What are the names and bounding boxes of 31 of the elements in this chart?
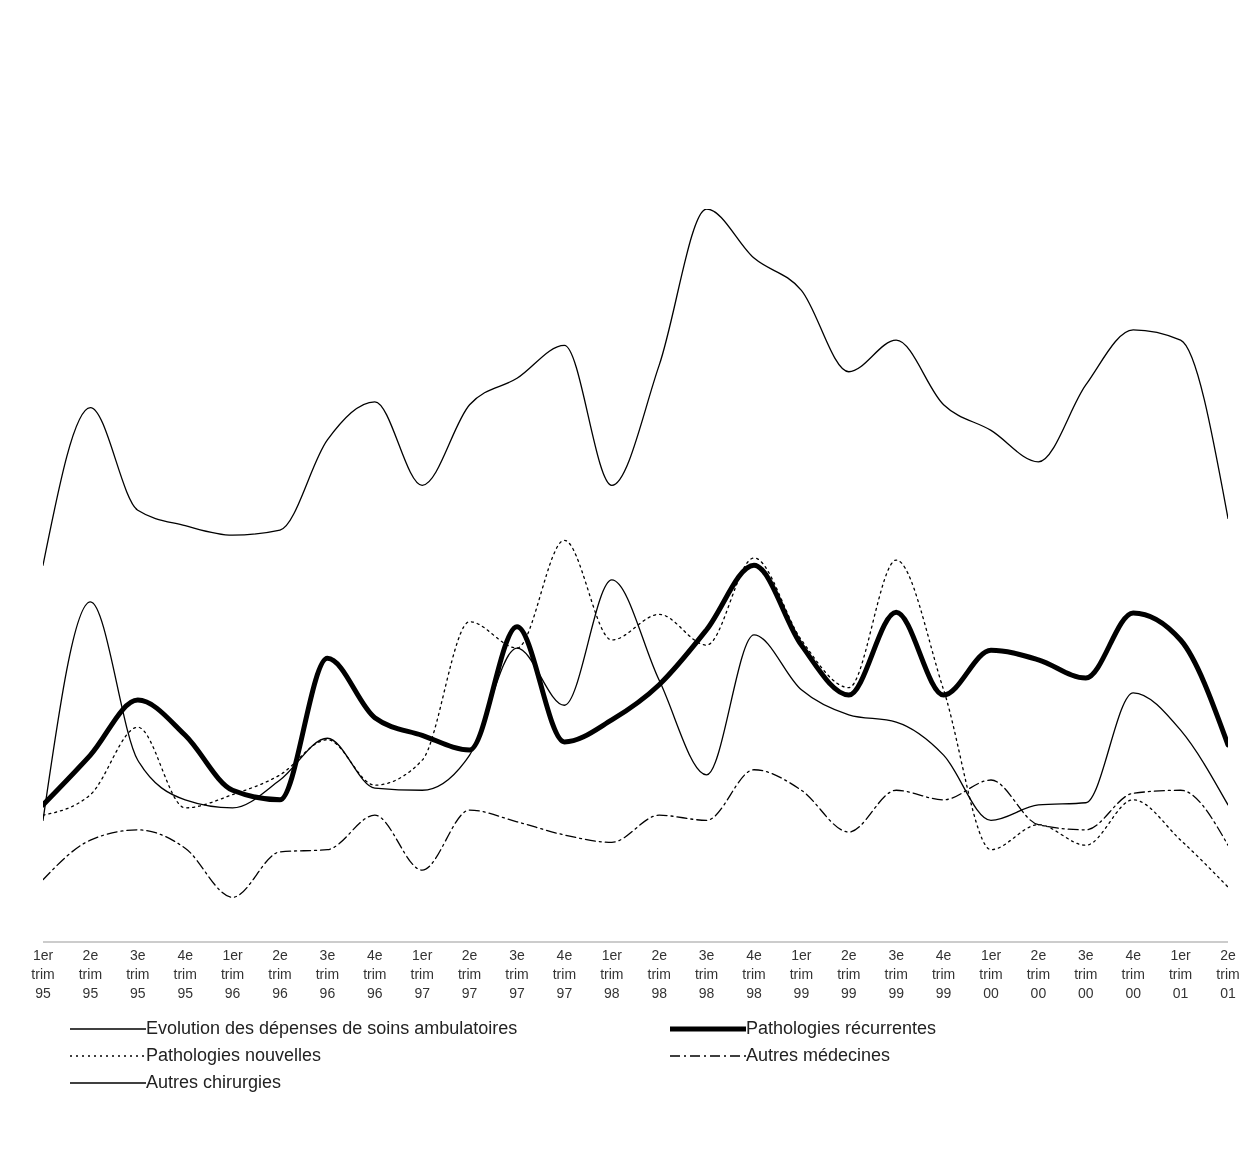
x-tick-label: 2e trim 98 <box>647 947 671 1001</box>
x-tick-label: 4e trim 95 <box>173 947 197 1001</box>
x-tick-label: 1er trim 95 <box>31 947 55 1001</box>
x-tick-label: 3e trim 99 <box>884 947 908 1001</box>
x-tick-label: 3e trim 98 <box>694 947 719 1001</box>
x-tick-label: 2e trim 97 <box>457 947 482 1001</box>
x-tick-label: 2e trim 96 <box>268 947 292 1001</box>
x-tick-label: 3e trim 97 <box>505 947 529 1001</box>
x-tick-label: 1er trim 00 <box>979 947 1003 1001</box>
legend-label: Evolution des dépenses de soins ambulatoires <box>146 1018 518 1039</box>
x-tick-label: 1er trim 97 <box>410 947 434 1001</box>
x-tick-label: 4e trim 98 <box>742 947 766 1001</box>
x-tick-label: 4e trim 00 <box>1121 947 1145 1001</box>
legend-label: Autres chirurgies <box>146 1072 282 1093</box>
x-tick-label: 2e trim 95 <box>78 947 103 1001</box>
x-tick-label: 2e trim 00 <box>1026 947 1051 1001</box>
x-tick-label: 3e trim 95 <box>126 947 150 1001</box>
x-tick-label: 4e trim 96 <box>363 947 387 1001</box>
x-tick-label: 2e trim 01 <box>1216 947 1240 1001</box>
x-tick-label: 1er trim 96 <box>220 947 245 1001</box>
x-tick-label: 1er trim 99 <box>789 947 814 1001</box>
x-tick-label: 1er trim 01 <box>1168 947 1193 1001</box>
x-tick-label: 4e trim 99 <box>931 947 956 1001</box>
legend-label: Autres médecines <box>746 1045 891 1066</box>
x-tick-label: 2e trim 99 <box>837 947 861 1001</box>
legend-label: Pathologies récurrentes <box>746 1018 937 1039</box>
legend-label: Pathologies nouvelles <box>146 1045 322 1066</box>
x-tick-label: 3e trim 96 <box>315 947 340 1001</box>
x-tick-label: 1er trim 98 <box>600 947 624 1001</box>
x-tick-label: 4e trim 97 <box>552 947 577 1001</box>
x-tick-label: 3e trim 00 <box>1074 947 1098 1001</box>
